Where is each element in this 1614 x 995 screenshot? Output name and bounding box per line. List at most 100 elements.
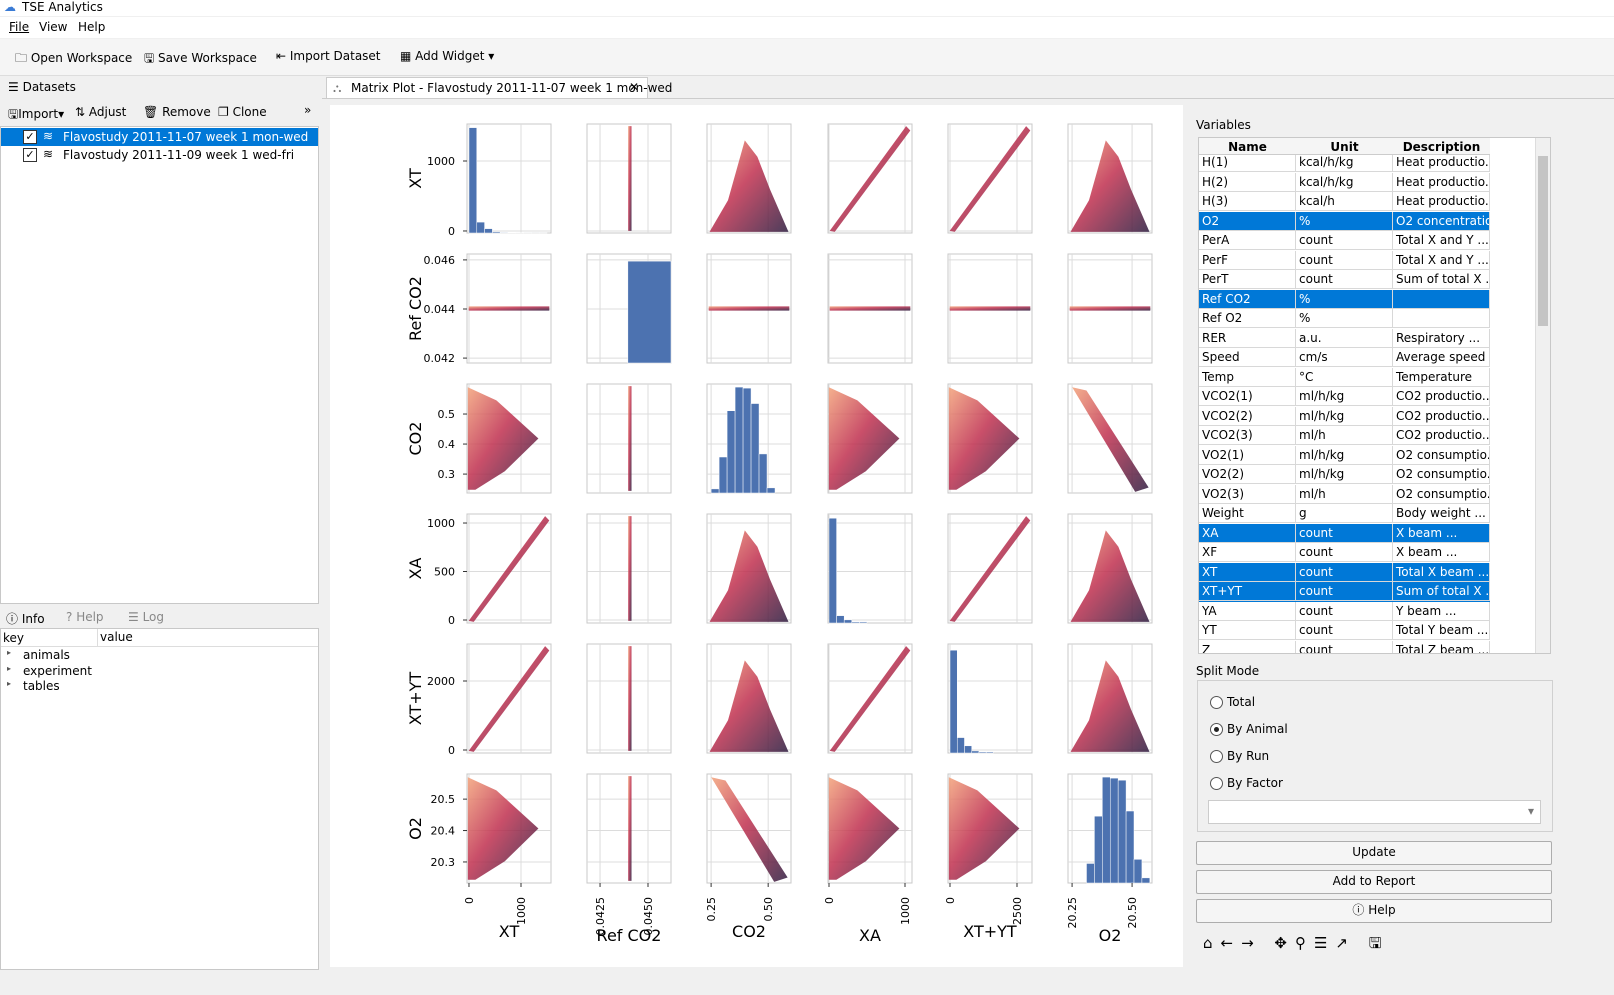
dataset-item[interactable]: ✓ ≋ Flavostudy 2011-11-09 week 1 wed-fri (1, 146, 318, 164)
scatter-cloud (949, 516, 1031, 622)
y-tick-label: 0 (448, 614, 455, 627)
variable-row[interactable]: XT+YT count Sum of total X ... (1199, 582, 1490, 602)
variable-row[interactable]: PerF count Total X and Y ... (1199, 250, 1490, 271)
document-tab[interactable]: ⛬ Matrix Plot - Flavostudy 2011-11-07 we… (326, 77, 672, 99)
scatter-cloud (468, 646, 550, 752)
cell: Speed (1199, 348, 1296, 367)
variable-row[interactable]: Weight g Body weight ... (1199, 504, 1490, 524)
radio-button[interactable] (1210, 750, 1223, 763)
variable-row[interactable]: H(1) kcal/h/kg Heat productio... (1199, 153, 1490, 173)
cell: Sum of total X ... (1393, 582, 1490, 601)
cell: kcal/h/kg (1296, 153, 1393, 172)
variable-row[interactable]: Speed cm/s Average speed (1199, 348, 1490, 368)
variable-row[interactable]: PerA count Total X and Y ... (1199, 231, 1490, 251)
cell: Weight (1199, 504, 1296, 523)
variable-row[interactable]: O2% O2 concentration (1199, 211, 1490, 231)
scrollbar[interactable] (1535, 138, 1550, 653)
variable-row[interactable]: PerT count Sum of total X ... (1199, 270, 1490, 290)
dataset-icon: ≋ (43, 147, 54, 161)
variable-row[interactable]: VO2(2) ml/h/kg O2 consumptio... (1199, 465, 1490, 485)
tree-label: tables (23, 679, 60, 693)
scatter-cloud (829, 126, 911, 232)
panel-tab[interactable]: ☰ Datasets (8, 80, 76, 94)
update-button[interactable]: Update (1196, 841, 1552, 865)
column-header: Unit (1330, 140, 1359, 154)
x-axis-label: O2 (1099, 926, 1122, 945)
plot-navigation-toolbar[interactable]: ⌂←→ ✥⚲☰↗ 🖫 (1203, 934, 1390, 952)
toolbar-button[interactable]: ⇤ Import Dataset (276, 49, 381, 63)
toolbar-button[interactable]: 🗀 Open Workspace (15, 51, 133, 65)
factor-combo[interactable]: ▾ (1208, 800, 1541, 824)
histogram-bar (627, 260, 672, 364)
variable-row[interactable]: YA count Y beam ... (1199, 601, 1490, 622)
datasets-actions: 🖫Import▾ ⇅ Adjust 🗑 Remove ❐ Clone » (0, 100, 318, 124)
action-button[interactable]: ❐ Clone (218, 105, 267, 119)
variable-row[interactable]: RER a.u. Respiratory ... (1199, 328, 1490, 349)
cell: O2 consumptio... (1393, 484, 1490, 504)
action-button[interactable]: ⇅ Adjust (75, 105, 127, 119)
panel-tab[interactable]: ? Help (66, 610, 104, 624)
cell: kcal/h (1296, 192, 1393, 211)
variable-row[interactable]: YT count Total Y beam ... (1199, 621, 1490, 641)
action-button[interactable]: 🗑 Remove (143, 105, 211, 119)
menu-item[interactable]: File (9, 20, 30, 34)
scrollbar-thumb[interactable] (1538, 156, 1548, 326)
scatter-cloud (468, 306, 550, 311)
variable-row[interactable]: VO2(1) ml/h/kg O2 consumptio... (1199, 445, 1490, 466)
variable-row[interactable]: VO2(3) ml/h O2 consumptio... (1199, 484, 1490, 505)
radio-button[interactable] (1210, 723, 1223, 736)
histogram-bar (956, 737, 965, 754)
cell: CO2 productio... (1393, 426, 1490, 445)
variable-row[interactable]: XT count Total X beam ... (1199, 562, 1490, 582)
panel-tab[interactable]: ⓘ Info (6, 612, 45, 626)
x-tick-label: 0 (463, 897, 476, 904)
checkbox[interactable]: ✓ (23, 148, 37, 162)
scatter-cloud (1069, 306, 1151, 311)
histogram-bar (718, 456, 728, 494)
x-axis-label: Ref CO2 (597, 926, 662, 945)
overflow-button[interactable]: » (304, 103, 312, 117)
y-tick-label: 20.4 (431, 825, 456, 838)
dataset-item[interactable]: ✓ ≋ Flavostudy 2011-11-07 week 1 mon-wed (1, 128, 318, 146)
menu-item[interactable]: View (39, 20, 68, 34)
cell: O2 consumptio... (1393, 465, 1490, 484)
cell: VO2(1) (1199, 445, 1296, 465)
variables-table: H(1) kcal/h/kg Heat productio... H(2) kcal/h… (1198, 137, 1551, 654)
radio-button[interactable] (1210, 696, 1223, 709)
menu-item[interactable]: Help (78, 20, 106, 34)
cell: count (1296, 582, 1393, 601)
variable-row[interactable]: H(2) kcal/h/kg Heat productio... (1199, 172, 1490, 193)
x-tick-label: 1000 (515, 897, 528, 925)
scatter-cloud (1070, 660, 1150, 752)
cell: CO2 productio... (1393, 387, 1490, 406)
histogram-bar (949, 649, 958, 754)
toolbar-button[interactable]: ▦ Add Widget ▾ (400, 49, 495, 63)
dataset-label: Flavostudy 2011-11-09 week 1 wed-fri (63, 148, 295, 162)
add-to-report-button[interactable]: Add to Report (1196, 870, 1552, 894)
histogram-bar (971, 750, 980, 754)
help-button[interactable]: ⓘ Help (1196, 899, 1552, 923)
variable-row[interactable]: XA count X beam ... (1199, 523, 1490, 543)
variable-row[interactable]: Ref O2% (1199, 309, 1490, 329)
variable-row[interactable]: H(3) kcal/h Heat productio... (1199, 192, 1490, 212)
table-header: key value (1, 629, 318, 647)
close-button[interactable]: ✕ (629, 80, 640, 94)
y-tick-label: 0.5 (438, 408, 456, 421)
variable-row[interactable]: VCO2(3) ml/h CO2 productio... (1199, 426, 1490, 446)
checkbox[interactable]: ✓ (23, 130, 37, 144)
cell: count (1296, 543, 1393, 562)
scatter-cloud (949, 306, 1031, 311)
variable-row[interactable]: XF count X beam ... (1199, 543, 1490, 563)
split-mode-group: ▾ Total By Animal By Run By Factor (1197, 680, 1553, 832)
radio-button[interactable] (1210, 777, 1223, 790)
panel-tab[interactable]: ☰ Log (128, 610, 165, 624)
variable-row[interactable]: Temp °C Temperature (1199, 367, 1490, 388)
variable-row[interactable]: Ref CO2% (1199, 289, 1490, 309)
action-button[interactable]: 🖫Import▾ (8, 107, 65, 121)
scatter-cloud (709, 140, 789, 232)
variable-row[interactable]: VCO2(2) ml/h/kg CO2 productio... (1199, 406, 1490, 427)
toolbar-button[interactable]: 🖫 Save Workspace (144, 51, 257, 65)
variable-row[interactable]: VCO2(1) ml/h/kg CO2 productio... (1199, 387, 1490, 407)
y-axis-label: XT+YT (406, 672, 425, 726)
